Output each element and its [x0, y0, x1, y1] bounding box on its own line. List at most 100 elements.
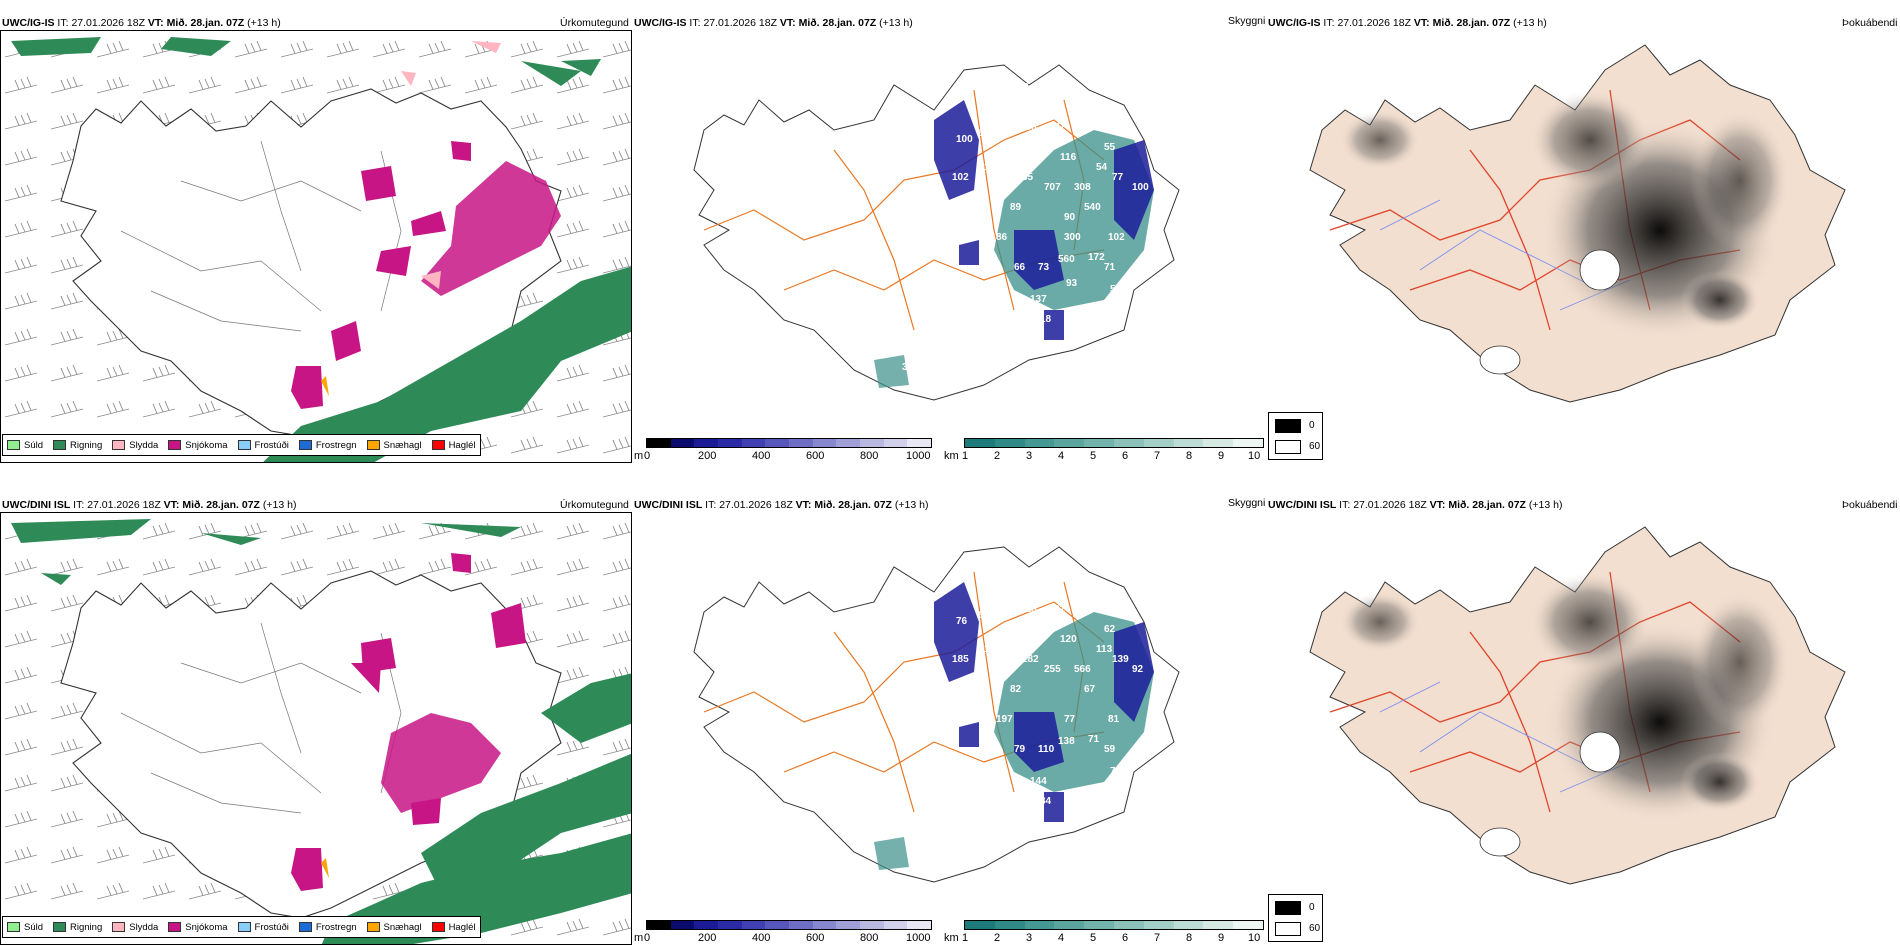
cloud-base-value: 69 [856, 222, 868, 233]
rain-area [11, 519, 521, 585]
cloud-base-value: 55 [1110, 284, 1122, 295]
colorbar-segment [1203, 921, 1234, 929]
precip-type-map-row2 [0, 512, 632, 945]
cloud-base-value: 125 [1020, 604, 1037, 615]
cloud-base-value: 144 [1030, 776, 1047, 787]
colorbar-segment [647, 921, 671, 929]
title-fog: Þokuábendi [1842, 499, 1898, 511]
tick-label: 800 [860, 450, 879, 462]
it-label: IT: [1339, 499, 1351, 511]
colorbar-segment [741, 439, 766, 447]
cloud-base-value: 64 [1046, 84, 1058, 95]
tick-label: 1000 [906, 450, 931, 462]
colorbar-segment [836, 921, 861, 929]
tick-label: 10 [1248, 450, 1261, 462]
unit-label: km [944, 932, 959, 944]
colorbar-segment [741, 921, 766, 929]
swatch [7, 440, 20, 450]
title-precip-type: Úrkomutegund [560, 499, 629, 511]
colorbar-segment [694, 921, 719, 929]
it-label: IT: [1323, 17, 1335, 29]
rain-area [321, 673, 631, 944]
legend-item: Snæhagl [366, 440, 422, 451]
init-time: 27.01.2026 18Z [1353, 499, 1427, 511]
visibility-colorbar-row1: km 1 2 3 4 5 6 7 8 9 10 [944, 438, 1266, 464]
header-row1-fog: UWC/IG-IS IT: 27.01.2026 18Z VT: Mið. 28… [1268, 16, 1547, 30]
snow-area [291, 366, 323, 409]
vt-label: VT: [779, 17, 796, 29]
colorbar-segment [812, 439, 837, 447]
tick-label: 8 [1186, 932, 1193, 944]
cloud-base-value: 265 [1020, 122, 1037, 133]
swatch [366, 922, 380, 932]
cloud-base-value: 93 [1066, 278, 1078, 289]
model-name: UWC/DINI ISL [634, 499, 703, 511]
valid-time: Mið. 28.jan. 07Z [798, 17, 877, 29]
rain-area [263, 266, 631, 462]
fog-legend-row2: 0 60 [1268, 894, 1323, 942]
colorbar-segment [789, 921, 813, 929]
swatch [237, 922, 251, 932]
legend-item: Slydda [112, 440, 158, 451]
swatch [366, 440, 380, 450]
swatch [431, 440, 445, 450]
it-label: IT: [57, 17, 69, 29]
cloud-base-value: 62 [1104, 624, 1116, 635]
cloud-base-value: 66 [1014, 262, 1026, 273]
fog-map-row1 [1300, 30, 1900, 430]
valid-time: Mið. 28.jan. 07Z [1432, 17, 1511, 29]
cloud-base-value: 86 [996, 232, 1008, 243]
colorbar-segment [1084, 439, 1114, 447]
title-fog: Þokuábendi [1842, 17, 1898, 29]
precip-type-legend-row2: Súld Rigning Slydda Snjókoma Frostúði Fr… [2, 916, 481, 938]
tick-label: 5 [1090, 932, 1097, 944]
snow-area [381, 713, 501, 813]
visibility-colorbar-row2: km 1 2 3 4 5 6 7 8 9 10 [944, 920, 1266, 946]
cloud-base-value: 84 [1040, 796, 1052, 807]
colorbar [646, 920, 932, 930]
legend-item: Snjókoma [168, 440, 228, 451]
colorbar-segment [670, 921, 695, 929]
tick-label: 800 [860, 932, 879, 944]
fog-legend-row1: 0 60 [1268, 412, 1323, 460]
vt-label: VT: [147, 17, 164, 29]
roads [120, 622, 402, 814]
cloud-base-value: 60 [978, 610, 990, 621]
fog-area [1530, 90, 1650, 190]
colorbar-segment [1113, 921, 1144, 929]
tick-label: 200 [698, 450, 717, 462]
cloud-base-value: 77 [1064, 714, 1076, 725]
cloud-base-value: 193 [1012, 82, 1029, 93]
roads [703, 89, 1105, 331]
cloud-base-value: 82 [1010, 684, 1022, 695]
colorbar-segment [907, 921, 932, 929]
it-label: IT: [705, 499, 717, 511]
legend-item: Frostregn [298, 440, 357, 451]
colorbar [964, 438, 1264, 448]
vt-label: VT: [163, 499, 180, 511]
snow-pellets [321, 376, 329, 396]
colorbar [964, 920, 1264, 930]
colorbar-segment [994, 439, 1025, 447]
swatch [168, 440, 182, 450]
cloud-base-labels: 21 188 125 82 120 62 76 60 113 185 170 139 182 255 566… [856, 564, 1144, 807]
swatch [431, 922, 445, 932]
header-row1-precip: UWC/IG-IS IT: 27.01.2026 18Z VT: Mið. 28… [2, 16, 281, 30]
header-row2-precip: UWC/DINI ISL IT: 27.01.2026 18Z VT: Mið.… [2, 498, 296, 512]
colorbar-segment [694, 439, 719, 447]
swatch [53, 440, 67, 450]
fog-area [1530, 572, 1650, 672]
tick-label: 400 [752, 450, 771, 462]
legend-item: Haglél [431, 922, 476, 933]
cloud-base-value: 70 [1110, 766, 1122, 777]
colorbar-segment [883, 439, 908, 447]
tick-label: 3 [1026, 450, 1033, 462]
colorbar-segment [1024, 439, 1055, 447]
cloud-base-value: 138 [1058, 736, 1075, 747]
cloud-base-map-row2: 21 188 125 82 120 62 76 60 113 185 170 139 182 255 566… [634, 512, 1234, 912]
colorbar-segment [1143, 921, 1174, 929]
tick-label: 200 [698, 932, 717, 944]
header-row2-fog: UWC/DINI ISL IT: 27.01.2026 18Z VT: Mið.… [1268, 498, 1562, 512]
tick-label: 7 [1154, 932, 1161, 944]
lead-time: (+13 h) [262, 499, 297, 511]
